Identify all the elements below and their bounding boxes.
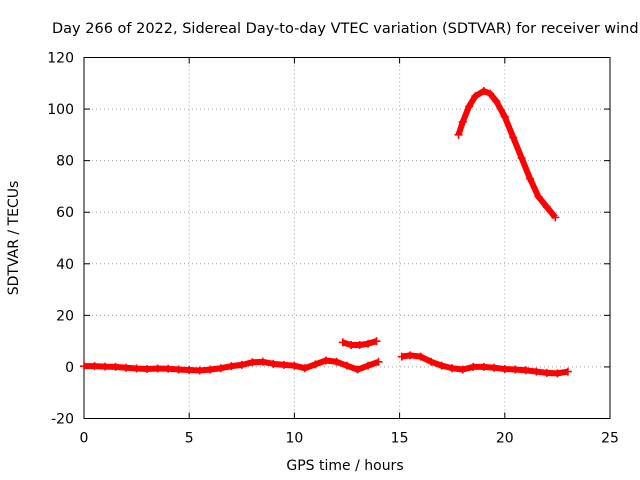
data-point xyxy=(427,357,436,366)
y-tick-label: 40 xyxy=(56,257,74,273)
series-baseline-early xyxy=(80,356,383,375)
data-point xyxy=(437,361,446,370)
data-point xyxy=(490,363,499,372)
x-tick-label: 20 xyxy=(496,431,514,447)
chart-title: Day 266 of 2022, Sidereal Day-to-day VTE… xyxy=(52,21,639,37)
plot-frame xyxy=(83,57,611,419)
data-point xyxy=(471,92,480,101)
data-point xyxy=(534,192,543,201)
data-point xyxy=(216,364,225,373)
data-point xyxy=(153,364,162,373)
series-offset-segment xyxy=(338,337,381,350)
data-point xyxy=(454,130,463,139)
data-point xyxy=(248,358,257,367)
data-point xyxy=(397,352,406,361)
data-point xyxy=(526,174,535,183)
series-trace xyxy=(455,88,558,220)
data-point xyxy=(511,365,520,374)
data-point xyxy=(448,364,457,373)
data-point xyxy=(227,362,236,371)
data-marks xyxy=(80,87,572,378)
series-baseline-late xyxy=(397,351,572,378)
data-point xyxy=(486,89,495,98)
data-point xyxy=(174,365,183,374)
data-point xyxy=(132,364,141,373)
series-trace xyxy=(401,352,569,377)
data-point xyxy=(500,112,509,121)
data-point xyxy=(206,365,215,374)
x-tick-label: 5 xyxy=(185,431,194,447)
data-point xyxy=(347,341,356,350)
data-point xyxy=(469,362,478,371)
axis-ticks xyxy=(83,57,611,419)
data-point xyxy=(372,337,381,346)
data-point xyxy=(542,368,551,377)
data-point xyxy=(416,352,425,361)
data-point xyxy=(517,154,526,163)
data-point xyxy=(500,364,509,373)
data-point xyxy=(122,363,131,372)
data-point xyxy=(332,357,341,366)
y-tick-label: 20 xyxy=(56,308,74,324)
data-point xyxy=(258,357,267,366)
data-point xyxy=(269,359,278,368)
data-point xyxy=(353,365,362,374)
y-tick-label: 120 xyxy=(47,51,74,67)
y-tick-label: -20 xyxy=(51,412,74,428)
data-point xyxy=(164,364,173,373)
x-axis-label: GPS time / hours xyxy=(286,458,403,474)
data-point xyxy=(343,361,351,370)
series-peak-segment xyxy=(454,87,560,222)
data-point xyxy=(364,339,373,348)
y-tick-label: 80 xyxy=(56,154,74,170)
data-point xyxy=(80,362,88,371)
data-point xyxy=(355,341,364,350)
data-point xyxy=(237,360,246,369)
data-point xyxy=(364,361,373,370)
data-point xyxy=(111,362,120,371)
x-tick-label: 10 xyxy=(285,431,303,447)
data-point xyxy=(195,366,204,375)
data-point xyxy=(542,203,551,212)
data-point xyxy=(532,367,541,376)
data-point xyxy=(458,117,467,126)
y-tick-label: 60 xyxy=(56,205,74,221)
data-point xyxy=(492,97,501,106)
data-point xyxy=(406,351,415,360)
x-tick-label: 0 xyxy=(80,431,89,447)
x-tick-labels: 0 5 10 15 20 25 xyxy=(80,431,619,447)
data-point xyxy=(551,213,560,222)
x-tick-label: 25 xyxy=(601,431,619,447)
y-axis-label: SDTVAR / TECUs xyxy=(6,181,22,296)
data-point xyxy=(290,361,299,370)
y-tick-labels: -20 0 20 40 60 80 100 120 xyxy=(47,51,74,428)
data-point xyxy=(479,87,488,96)
data-point xyxy=(458,365,467,374)
data-point xyxy=(143,364,152,373)
data-point xyxy=(465,102,474,111)
data-point xyxy=(90,362,99,371)
data-point xyxy=(479,362,488,371)
data-point xyxy=(563,367,572,376)
data-point xyxy=(279,360,288,369)
data-point xyxy=(521,366,530,375)
data-point xyxy=(321,356,330,365)
y-tick-label: 0 xyxy=(65,360,74,376)
data-point xyxy=(101,362,110,371)
data-point xyxy=(509,133,518,142)
data-point xyxy=(300,364,309,373)
data-point xyxy=(185,366,194,375)
x-tick-label: 15 xyxy=(391,431,409,447)
data-point xyxy=(311,360,320,369)
data-point xyxy=(553,369,562,378)
data-point xyxy=(338,338,347,347)
y-tick-label: 100 xyxy=(47,102,74,118)
data-point xyxy=(374,357,383,366)
